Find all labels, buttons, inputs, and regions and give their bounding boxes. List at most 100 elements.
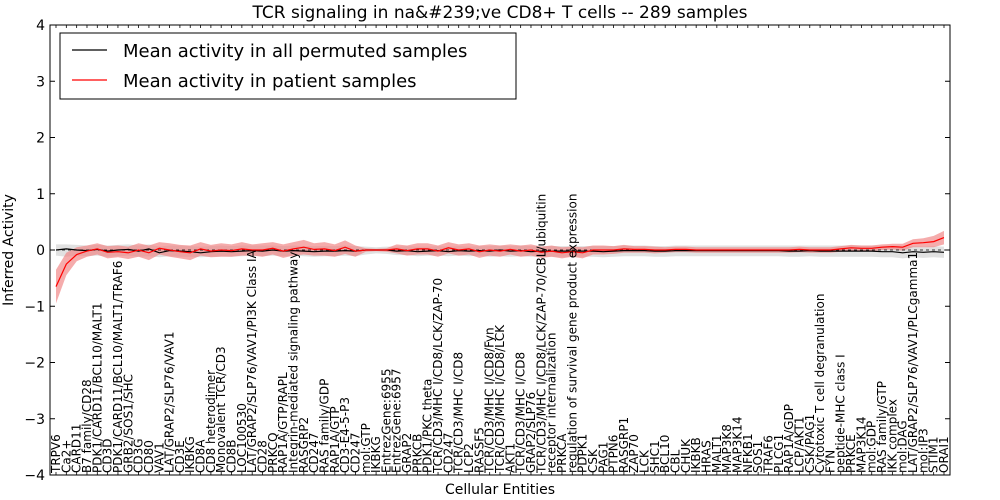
x-tick-label: Ca2+ — [59, 440, 73, 473]
x-tick-label: CD3G — [132, 438, 146, 473]
x-tick-label: RASGRP1 — [617, 417, 631, 473]
x-tick-label: STIM1 — [927, 437, 941, 473]
x-tick-label: PDK1/CARD11/BCL10/MALT1 — [90, 303, 104, 473]
x-tick-label: CD3D — [101, 439, 115, 474]
x-tick-label: TCR/CD3/MHC I/CD8/LCK — [493, 324, 507, 474]
x-tick-label: LCP2 — [462, 443, 476, 473]
x-tick-label: MALT1 — [710, 434, 724, 473]
x-tick-label: CARD11 — [70, 424, 84, 473]
x-tick-label: CD247 — [307, 432, 321, 473]
x-tick-label: MAP3K14 — [730, 416, 744, 473]
x-tick-label: receptor internalization — [545, 333, 559, 473]
x-tick-label: EntrezGene:6957 — [390, 369, 404, 474]
x-tick-label: CD8 heterodimer — [204, 370, 218, 473]
x-tick-label: LOC100530 — [235, 403, 249, 473]
legend-label-permuted: Mean activity in all permuted samples — [123, 41, 467, 62]
x-tick-label: PRKCB — [410, 434, 424, 473]
x-tick-label: CBL — [669, 449, 683, 473]
y-axis-label: Inferred Activity — [1, 194, 17, 306]
line-permuted — [55, 248, 945, 254]
x-axis-label: Cellular Entities — [445, 482, 555, 498]
x-tick-label: TCR/CD3/MHC I/CD8 — [452, 352, 466, 474]
x-tick-label: SHC1 — [648, 440, 662, 473]
x-tick-label: BCL10 — [658, 435, 672, 473]
x-tick-label: PDPK1 — [576, 434, 590, 473]
x-tick-label: Cytotoxic T cell degranulation — [813, 294, 827, 473]
x-tick-label: AKT1 — [503, 443, 517, 473]
x-tick-label: Monovalent TCR/CD3 — [214, 346, 228, 473]
x-axis-ticks — [55, 25, 945, 475]
x-tick-label: LAT/GRAP2/SLP76/VAV1/PLCgamma1 — [906, 252, 920, 473]
x-tick-label: GRAP2 — [400, 433, 414, 473]
x-tick-label: TCR/CD3/MHC I/CD8/Fyn — [483, 327, 497, 474]
x-tick-label: LCK — [638, 449, 652, 473]
x-tick-label: ZAP70 — [627, 434, 641, 473]
x-tick-label: MAP3K8 — [720, 424, 734, 473]
x-tick-label: IKBKG — [183, 436, 197, 473]
x-tick-label: regulation of survival gene product expr… — [565, 194, 579, 473]
x-tick-label: CD247 — [441, 432, 455, 473]
x-tick-label: mol:GDP — [865, 421, 879, 473]
legend-box — [59, 32, 517, 100]
x-tick-label: PRKCA — [555, 433, 569, 473]
x-tick-label: Integrin-mediated signaling pathway — [286, 252, 300, 473]
x-tick-label: TCR/CD3/MHC I/CD8/LCK/ZAP-70/CBL/ubiquit… — [534, 194, 548, 474]
x-tick-label: NFKB1 — [741, 433, 755, 473]
legend-label-patient: Mean activity in patient samples — [123, 71, 417, 92]
x-tick-label: CSK — [586, 448, 600, 473]
x-tick-label: FYN — [823, 450, 837, 473]
x-tick-label: SOS1 — [751, 441, 765, 473]
x-tick-label: LAT/GRAP2/SLP76/VAV1/PI3K Class IA — [245, 249, 259, 473]
x-tick-label: IKBKG — [369, 436, 383, 473]
x-tick-label: CD28 — [256, 440, 270, 473]
x-tick-label: PTPN6 — [607, 435, 621, 473]
confidence-bands — [56, 230, 944, 304]
x-tick-label: RASGRP2 — [297, 417, 311, 473]
x-tick-label: IKK complex — [885, 399, 899, 473]
x-tick-label: VAV1 — [152, 442, 166, 473]
x-tick-label: PDK1/PKC theta — [421, 379, 435, 473]
y-tick-label: 3 — [36, 74, 45, 90]
x-tick-label: EntrezGene:6955 — [379, 369, 393, 474]
x-tick-label: CD80 — [142, 440, 156, 473]
x-tick-label: RAP1A/GTP/RAPL — [276, 372, 290, 473]
x-tick-label: PRKCE — [844, 434, 858, 473]
x-tick-label: mol:IP3 — [916, 428, 930, 473]
x-tick-label: RAP1A/GDP — [782, 404, 796, 473]
x-tick-label: CHUK — [679, 438, 693, 473]
band-patient — [56, 230, 944, 304]
x-tick-label: CD3-E4-5-P3 — [338, 397, 352, 473]
y-tick-label: −3 — [24, 412, 45, 428]
x-tick-label: CD3E — [173, 440, 187, 473]
x-tick-label: TRPV6 — [49, 434, 63, 474]
x-tick-label: mol:DAG — [896, 420, 910, 473]
x-tick-label: CSK/PAG1 — [803, 414, 817, 473]
legend: Mean activity in all permuted samples Me… — [59, 32, 517, 100]
y-tick-label: 0 — [36, 243, 45, 259]
chart-title: TCR signaling in na&#239;ve CD8+ T cells… — [251, 3, 747, 23]
x-tick-label: LAT/GRAP2/SLP76/VAV1 — [163, 332, 177, 473]
x-tick-label: LCP/AKT1 — [792, 417, 806, 473]
x-tick-label: RAP1A/GTP — [328, 406, 342, 473]
x-tick-label: GRAP2/SLP76 — [524, 392, 538, 473]
x-tick-label: MAP3K14 — [854, 416, 868, 473]
x-tick-label: ORAI1 — [937, 436, 951, 473]
x-tick-label: CD8A — [194, 439, 208, 473]
x-tick-label: PLCG1 — [772, 434, 786, 473]
y-tick-label: 4 — [36, 18, 45, 34]
x-tick-label: CD8B — [225, 440, 239, 474]
x-tick-label: RAS family/GTP — [875, 381, 889, 473]
y-tick-label: 1 — [36, 187, 45, 203]
x-tick-label: PDK1/CARD11/BCL10/MALT1/TRAF6 — [111, 261, 125, 473]
x-tick-label: RAS family/GDP — [317, 379, 331, 473]
x-tick-label: TRAF6 — [761, 435, 775, 474]
y-tick-label: 2 — [36, 131, 45, 147]
line-patient — [55, 237, 945, 287]
x-tick-label: HRAS — [700, 440, 714, 473]
x-tick-label: RASSF5 — [472, 427, 486, 473]
x-tick-label: mol:GTP — [359, 423, 373, 473]
x-tick-label: PAG1 — [596, 442, 610, 473]
y-tick-label: −4 — [24, 468, 45, 484]
